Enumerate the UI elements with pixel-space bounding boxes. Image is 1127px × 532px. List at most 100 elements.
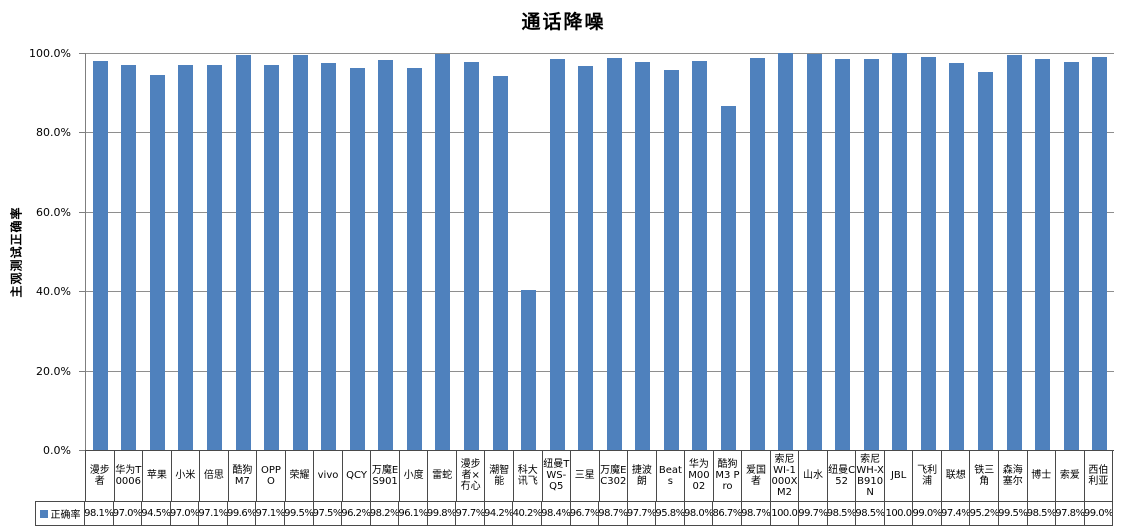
y-tick-mark	[79, 291, 85, 293]
category-label-cell: JBL	[885, 450, 914, 501]
bar	[806, 54, 822, 450]
bar	[435, 53, 451, 450]
bar	[578, 66, 594, 450]
value-cell: 98.5%	[1028, 502, 1057, 525]
value-cell: 97.1%	[199, 502, 228, 525]
bar	[1092, 56, 1108, 450]
bar	[892, 53, 908, 450]
category-label-cell: QCY	[343, 450, 372, 501]
y-tick-mark	[79, 211, 85, 213]
category-label-cell: 小米	[172, 450, 201, 501]
y-tick-mark	[79, 132, 85, 134]
data-table-value-row: 正确率 98.1% 97.0% 94.5% 97.0% 97.1% 99.6% 97.1% 9…	[35, 501, 1114, 526]
category-label-cell: 博士	[1028, 450, 1057, 501]
value-cell: 95.8%	[656, 502, 685, 525]
chart-title: 通话降噪	[521, 11, 606, 33]
category-label-cell: 酷狗M3 Pro	[714, 450, 743, 501]
value-cell: 98.2%	[371, 502, 400, 525]
bar	[464, 62, 479, 450]
value-cell: 98.7%	[742, 502, 771, 525]
y-axis-title: 主观测试正确率	[9, 206, 24, 298]
value-cell: 98.7%	[599, 502, 628, 525]
category-label-cell: 爱国者	[742, 450, 771, 501]
bar	[92, 60, 108, 450]
value-cell: 99.7%	[799, 502, 828, 525]
value-cell: 100.0	[771, 502, 800, 525]
category-label-cell: 倍思	[200, 450, 229, 501]
y-tick-label: 80.0%	[36, 126, 71, 140]
legend-color-swatch-icon	[39, 509, 48, 518]
value-cell: 97.5%	[314, 502, 343, 525]
category-label-cell: Beats	[657, 450, 686, 501]
category-label-cell: 潮智能	[485, 450, 514, 501]
category-label-cell: 索尼WI-1000XM2	[771, 450, 800, 501]
value-cell: 97.0%	[171, 502, 200, 525]
plot-area	[85, 53, 1114, 451]
gridline	[86, 211, 1114, 213]
bar	[1063, 61, 1079, 450]
gridline	[86, 132, 1114, 134]
value-cell: 98.0%	[685, 502, 714, 525]
category-label-cell: 铁三角	[970, 450, 999, 501]
value-cell: 97.7%	[456, 502, 485, 525]
bar	[721, 105, 736, 450]
gridline	[86, 370, 1114, 372]
bar	[207, 64, 222, 450]
value-cell: 98.5%	[856, 502, 885, 525]
gridline	[86, 53, 1114, 54]
value-cell: 97.0%	[114, 502, 143, 525]
y-tick-mark	[79, 450, 85, 451]
category-label-cell: 索尼WH-XB910N	[856, 450, 885, 501]
value-cell: 99.0%	[913, 502, 942, 525]
value-cell: 97.8%	[1056, 502, 1085, 525]
bar	[635, 62, 651, 450]
category-label-cell: 华为T0006	[115, 450, 144, 501]
category-label-cell: 科大讯飞	[514, 450, 543, 501]
value-cell: 96.7%	[571, 502, 600, 525]
category-label-cell: 飞利浦	[913, 450, 942, 501]
value-cell: 98.5%	[828, 502, 857, 525]
bar	[492, 76, 508, 450]
category-label-cell: 纽曼TWS-Q5	[543, 450, 572, 501]
gridline	[86, 291, 1114, 293]
bar	[321, 62, 337, 450]
bar	[606, 58, 622, 450]
bar	[1035, 58, 1051, 450]
bar	[835, 58, 851, 450]
category-label-cell: 捷波朗	[628, 450, 657, 501]
y-tick-label: 0.0%	[43, 444, 71, 457]
category-label-cell: 三星	[571, 450, 600, 501]
category-label-row: 漫步者 华为T0006 苹果 小米 倍思 酷狗M7 OPPO 荣耀 vivo QCY 万魔ES901…	[85, 450, 1114, 501]
y-tick-label: 20.0%	[36, 364, 71, 378]
category-label-cell: 万魔EC302	[600, 450, 629, 501]
value-cell: 96.2%	[342, 502, 371, 525]
category-label-cell: 酷狗M7	[229, 450, 258, 501]
value-cell: 97.4%	[942, 502, 971, 525]
value-cell: 99.5%	[285, 502, 314, 525]
y-tick-mark	[79, 370, 85, 372]
category-label-cell: 联想	[942, 450, 971, 501]
bar	[778, 53, 794, 450]
bar	[264, 64, 280, 450]
bar	[149, 74, 165, 450]
category-label-cell: 小度	[400, 450, 429, 501]
category-label-cell: OPPO	[257, 450, 286, 501]
category-label-cell: 万魔ES901	[371, 450, 400, 501]
bar	[121, 64, 137, 450]
category-label-cell: 纽曼C52	[828, 450, 857, 501]
bar	[920, 56, 936, 450]
bar	[549, 59, 565, 450]
bar	[521, 290, 537, 450]
value-cell: 97.1%	[256, 502, 285, 525]
value-cell: 94.2%	[485, 502, 514, 525]
value-cell: 94.5%	[142, 502, 171, 525]
value-cell: 96.1%	[399, 502, 428, 525]
bar	[292, 55, 308, 450]
bar	[1006, 55, 1022, 450]
bar	[378, 60, 394, 450]
category-label-cell: 雷蛇	[428, 450, 457, 501]
value-cell: 99.6%	[228, 502, 257, 525]
bar	[178, 64, 194, 450]
value-cell: 99.5%	[999, 502, 1028, 525]
category-label-cell: 苹果	[143, 450, 172, 501]
